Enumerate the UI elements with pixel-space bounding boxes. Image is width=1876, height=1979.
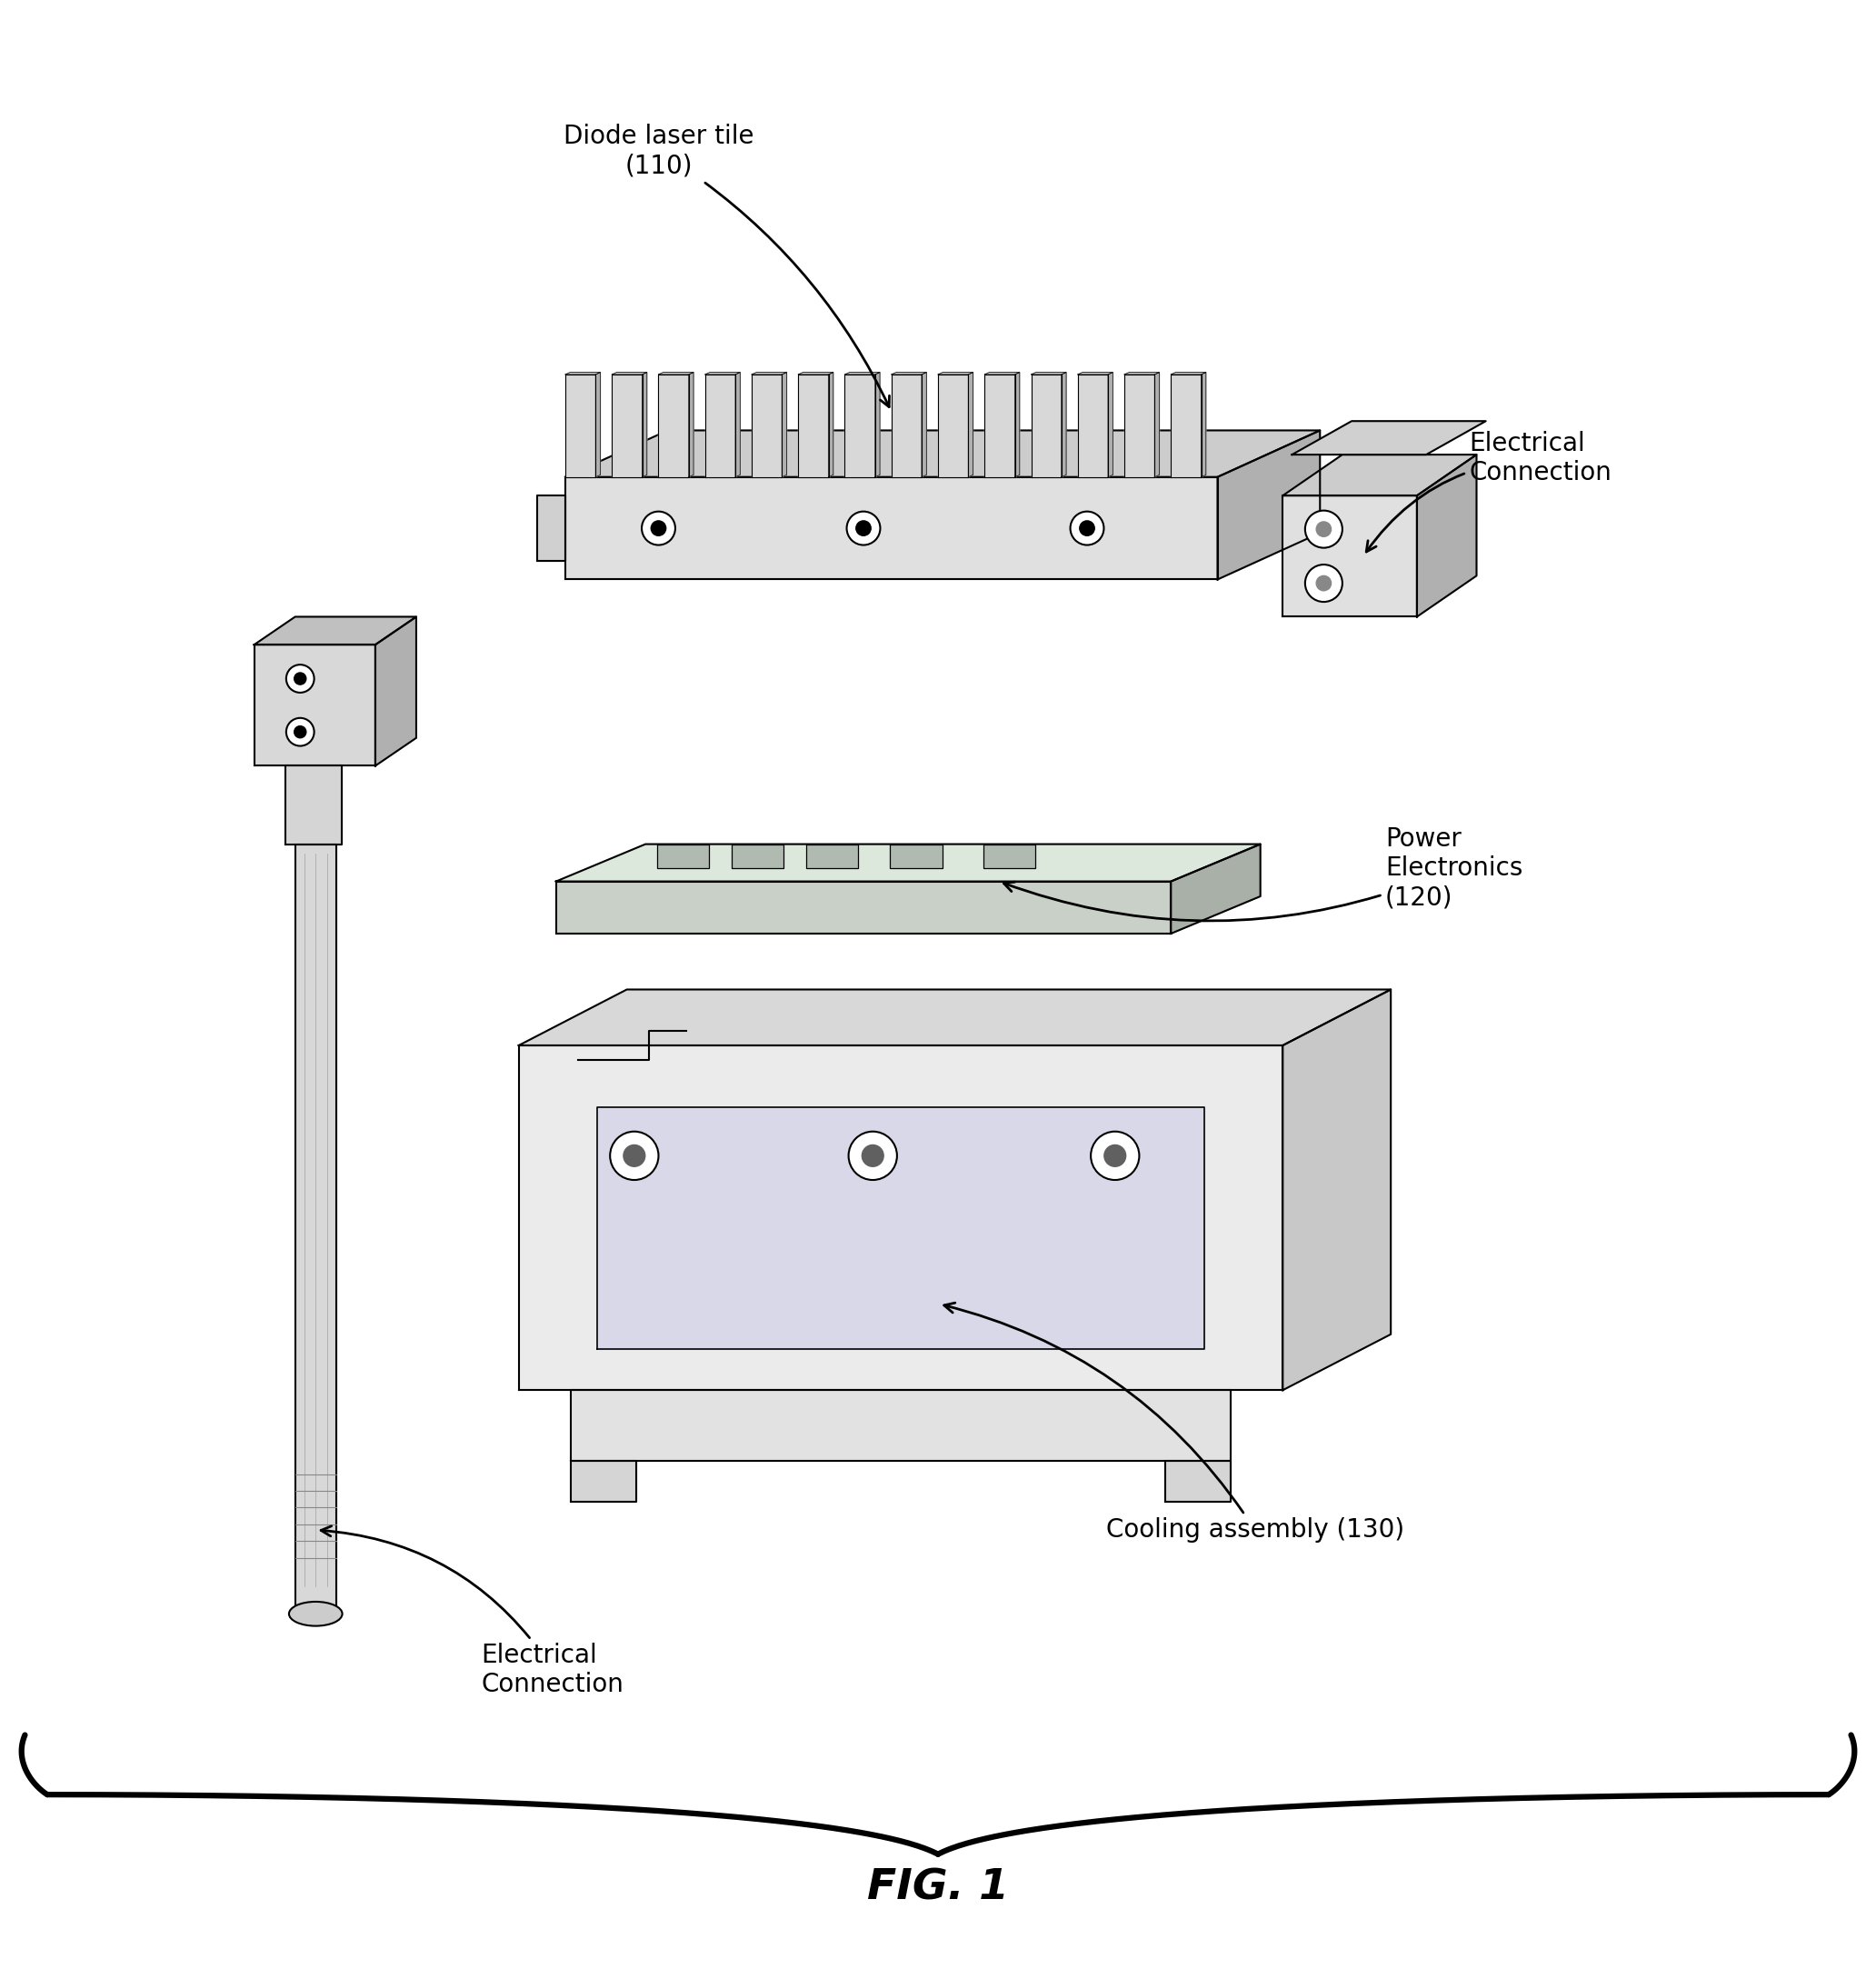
Polygon shape: [658, 372, 694, 374]
Polygon shape: [1171, 374, 1201, 477]
Polygon shape: [1416, 455, 1476, 617]
Polygon shape: [874, 372, 880, 477]
Polygon shape: [1032, 372, 1066, 374]
Polygon shape: [891, 372, 927, 374]
Polygon shape: [1062, 372, 1066, 477]
Circle shape: [1317, 576, 1332, 590]
Ellipse shape: [289, 1601, 341, 1627]
Polygon shape: [555, 881, 1171, 934]
Polygon shape: [1109, 372, 1112, 477]
Circle shape: [1306, 511, 1343, 548]
Polygon shape: [1124, 374, 1154, 477]
Circle shape: [642, 511, 675, 544]
Polygon shape: [595, 372, 600, 477]
Text: FIG. 1: FIG. 1: [867, 1868, 1009, 1908]
Polygon shape: [565, 429, 1321, 477]
Polygon shape: [1077, 374, 1109, 477]
Polygon shape: [285, 766, 341, 845]
Polygon shape: [1032, 374, 1062, 477]
Polygon shape: [612, 374, 642, 477]
Circle shape: [295, 726, 306, 738]
Polygon shape: [705, 372, 741, 374]
Circle shape: [610, 1132, 658, 1179]
Polygon shape: [705, 374, 735, 477]
Polygon shape: [1171, 372, 1206, 374]
Circle shape: [287, 718, 313, 746]
Polygon shape: [375, 617, 416, 766]
Text: Electrical
Connection: Electrical Connection: [1366, 431, 1611, 552]
Polygon shape: [799, 374, 829, 477]
Circle shape: [855, 520, 870, 536]
Polygon shape: [985, 372, 1021, 374]
Polygon shape: [537, 495, 565, 560]
Polygon shape: [844, 374, 874, 477]
Polygon shape: [520, 990, 1390, 1045]
Polygon shape: [688, 372, 694, 477]
Circle shape: [287, 665, 313, 693]
Polygon shape: [1283, 990, 1390, 1389]
Polygon shape: [938, 372, 974, 374]
Circle shape: [295, 673, 306, 685]
Polygon shape: [565, 477, 1218, 580]
Polygon shape: [985, 374, 1015, 477]
Polygon shape: [1201, 372, 1206, 477]
Polygon shape: [891, 374, 921, 477]
Circle shape: [1090, 1132, 1139, 1179]
Polygon shape: [968, 372, 974, 477]
Bar: [657, 845, 709, 869]
Polygon shape: [642, 372, 647, 477]
Polygon shape: [938, 374, 968, 477]
Polygon shape: [735, 372, 741, 477]
Text: Cooling assembly (130): Cooling assembly (130): [944, 1302, 1403, 1544]
Polygon shape: [1124, 372, 1159, 374]
Polygon shape: [565, 374, 595, 477]
Polygon shape: [570, 1389, 1231, 1461]
Circle shape: [861, 1146, 884, 1166]
Polygon shape: [921, 372, 927, 477]
Polygon shape: [752, 374, 782, 477]
Polygon shape: [555, 845, 1261, 881]
Circle shape: [1306, 564, 1343, 602]
Polygon shape: [1171, 845, 1261, 934]
Bar: [889, 845, 942, 869]
Bar: [732, 845, 784, 869]
Polygon shape: [1283, 495, 1416, 617]
Circle shape: [623, 1146, 645, 1166]
Polygon shape: [782, 372, 786, 477]
Circle shape: [1079, 520, 1094, 536]
Polygon shape: [295, 845, 336, 1613]
Polygon shape: [597, 1106, 1204, 1350]
Text: Diode laser tile
(110): Diode laser tile (110): [563, 125, 889, 408]
Polygon shape: [1154, 372, 1159, 477]
Polygon shape: [1015, 372, 1021, 477]
Circle shape: [1317, 522, 1332, 536]
Circle shape: [1071, 511, 1103, 544]
Polygon shape: [253, 617, 416, 645]
Polygon shape: [612, 372, 647, 374]
Circle shape: [1105, 1146, 1126, 1166]
Text: Power
Electronics
(120): Power Electronics (120): [1004, 825, 1523, 920]
Polygon shape: [752, 372, 786, 374]
Polygon shape: [520, 1045, 1283, 1389]
Text: Electrical
Connection: Electrical Connection: [321, 1526, 625, 1698]
Polygon shape: [570, 1461, 636, 1502]
Polygon shape: [253, 645, 375, 766]
Circle shape: [651, 520, 666, 536]
Bar: [807, 845, 857, 869]
Polygon shape: [1165, 1461, 1231, 1502]
Polygon shape: [1293, 422, 1486, 455]
Polygon shape: [1283, 455, 1476, 495]
Polygon shape: [1218, 429, 1321, 580]
Circle shape: [848, 1132, 897, 1179]
Polygon shape: [799, 372, 833, 374]
Polygon shape: [1077, 372, 1112, 374]
Polygon shape: [844, 372, 880, 374]
Circle shape: [846, 511, 880, 544]
Polygon shape: [658, 374, 688, 477]
Polygon shape: [565, 372, 600, 374]
Polygon shape: [829, 372, 833, 477]
Bar: [983, 845, 1036, 869]
